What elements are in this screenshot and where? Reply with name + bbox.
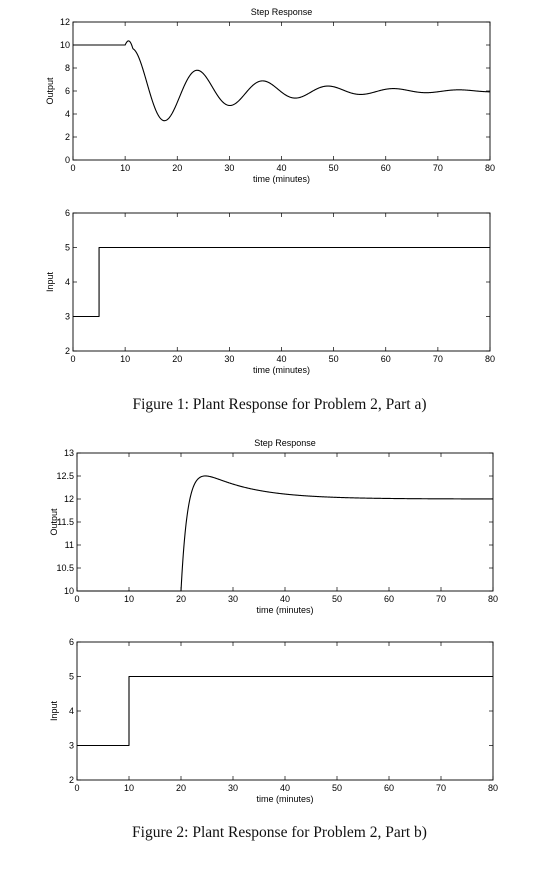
plot3-series-line (76, 475, 494, 592)
plot4-x-tick-label: 10 (124, 783, 134, 793)
plot2-series-line (73, 246, 490, 318)
plot1-x-tick-label: 70 (433, 163, 443, 173)
plot2-y-tick-label: 3 (65, 312, 70, 322)
plot3-y-tick-label: 11 (65, 540, 74, 550)
plot4-x-tick-label: 70 (436, 783, 446, 793)
plot1-y-tick-label: 10 (60, 40, 70, 50)
plot1-x-tick-label: 0 (70, 163, 75, 173)
plot3-x-tick-label: 70 (436, 594, 446, 604)
plot3-x-tick-label: 50 (332, 594, 342, 604)
plot4-y-tick-label: 4 (69, 706, 74, 716)
plot4-x-tick-label: 60 (384, 783, 394, 793)
plot3-y-axis-label: Output (49, 508, 59, 536)
plot4-y-tick-label: 3 (69, 741, 74, 751)
plot2-x-tick-label: 50 (329, 354, 339, 364)
plot3-y-tick-label: 10.5 (56, 563, 74, 573)
plot3-axes-frame (76, 452, 494, 592)
plot4-y-tick-label: 6 (69, 637, 74, 647)
plot3-x-tick-label: 60 (384, 594, 394, 604)
plot2-x-tick-label: 60 (381, 354, 391, 364)
plot4-x-tick-label: 50 (332, 783, 342, 793)
plot1-x-axis-label: time (minutes) (253, 174, 310, 184)
plot4-x-axis-label: time (minutes) (256, 794, 313, 804)
plot1-y-tick-label: 4 (65, 109, 70, 119)
plot3-y-tick-label: 11.5 (57, 517, 74, 527)
plot3-y-tick-label: 12 (64, 494, 74, 504)
plot3-y-tick-label: 10 (64, 586, 74, 596)
plot1-x-tick-label: 30 (224, 163, 234, 173)
plot4-x-tick-label: 80 (488, 783, 498, 793)
plot1-y-axis-label: Output (45, 77, 55, 105)
plot2-y-tick-label: 2 (65, 346, 70, 356)
plot4-axes-frame (76, 641, 494, 781)
plot1-x-tick-label: 10 (120, 163, 130, 173)
plot4-x-tick-label: 40 (280, 783, 290, 793)
plot2-x-tick-label: 70 (433, 354, 443, 364)
plot4-series-line (77, 675, 493, 747)
plot3-x-tick-label: 40 (280, 594, 290, 604)
figure-2-caption: Figure 2: Plant Response for Problem 2, … (132, 824, 427, 841)
plot1-y-tick-label: 6 (65, 86, 70, 96)
plot3-x-tick-label: 10 (124, 594, 134, 604)
plot1-y-tick-label: 2 (65, 132, 70, 142)
plot1-y-tick-label: 8 (65, 63, 70, 73)
plot2-x-tick-label: 0 (70, 354, 75, 364)
plot1-x-tick-label: 80 (485, 163, 495, 173)
plot4-y-axis-label: Input (49, 700, 59, 721)
plot1-axes-frame (72, 21, 491, 161)
plot1-x-tick-label: 40 (276, 163, 286, 173)
plot2-x-tick-label: 30 (224, 354, 234, 364)
plot2-y-tick-label: 5 (65, 243, 70, 253)
plot3-x-tick-label: 80 (488, 594, 498, 604)
plot2-y-tick-label: 4 (65, 277, 70, 287)
plot3-x-axis-label: time (minutes) (256, 605, 313, 615)
plot2-x-axis-label: time (minutes) (253, 365, 310, 375)
plot2-x-tick-label: 10 (120, 354, 130, 364)
plot2-x-tick-label: 20 (172, 354, 182, 364)
plot4-y-tick-label: 5 (69, 672, 74, 682)
plot2-y-axis-label: Input (45, 271, 55, 292)
plot1-x-tick-label: 50 (329, 163, 339, 173)
plot3-x-tick-label: 20 (176, 594, 186, 604)
plot1-x-tick-label: 20 (172, 163, 182, 173)
plot3-y-tick-label: 12.5 (56, 471, 74, 481)
plot1-title: Step Response (251, 7, 313, 17)
plot2-x-tick-label: 80 (485, 354, 495, 364)
plot1-y-tick-label: 12 (60, 17, 70, 27)
plot1-series-line (72, 40, 491, 122)
plot2-axes-frame (72, 212, 491, 352)
figure-1-caption: Figure 1: Plant Response for Problem 2, … (132, 396, 427, 413)
plot3-title: Step Response (254, 438, 316, 448)
plot2-y-tick-label: 6 (65, 208, 70, 218)
plot1-x-tick-label: 60 (381, 163, 391, 173)
plot4-y-tick-label: 2 (69, 775, 74, 785)
plot3-x-tick-label: 30 (228, 594, 238, 604)
plot4-x-tick-label: 30 (228, 783, 238, 793)
plot4-x-tick-label: 0 (74, 783, 79, 793)
plot3-x-tick-label: 0 (74, 594, 79, 604)
plot3-y-tick-label: 13 (64, 448, 74, 458)
plot2-x-tick-label: 40 (276, 354, 286, 364)
plot4-x-tick-label: 20 (176, 783, 186, 793)
plot1-y-tick-label: 0 (65, 155, 70, 165)
